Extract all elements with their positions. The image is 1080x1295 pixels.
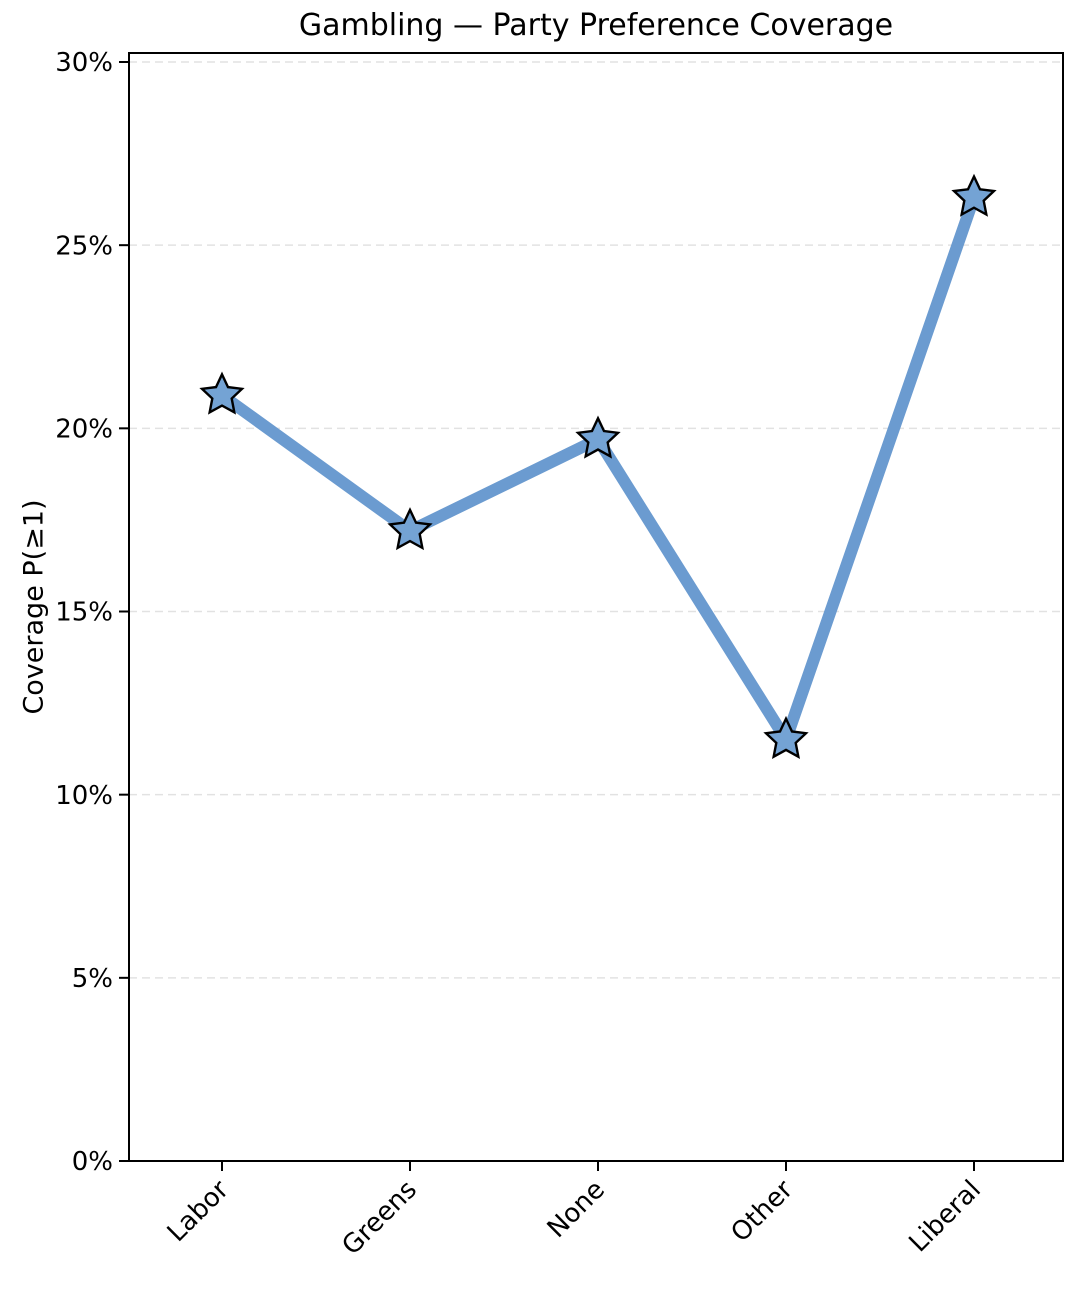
data-line: [216, 191, 980, 746]
data-point-star: [763, 715, 809, 759]
data-point-star: [575, 415, 621, 459]
data-point-star: [951, 173, 997, 217]
data-point-star: [199, 371, 245, 415]
data-point-star: [387, 507, 433, 551]
axes-box: [128, 52, 1064, 1162]
x-tick-label: None: [542, 1175, 611, 1244]
x-tick-label: Labor: [162, 1175, 235, 1248]
y-tick-label: 20%: [55, 414, 113, 444]
y-tick-label: 10%: [55, 781, 113, 811]
y-tick-label: 5%: [72, 964, 113, 994]
y-tick-label: 25%: [55, 231, 113, 261]
y-tick-label: 30%: [55, 48, 113, 78]
chart-title: Gambling — Party Preference Coverage: [298, 8, 894, 43]
x-tick-label: Other: [726, 1175, 800, 1249]
y-tick-label: 0%: [72, 1147, 113, 1177]
x-tick-label: Greens: [336, 1175, 422, 1261]
x-tick-label: Liberal: [903, 1175, 986, 1258]
y-tick-label: 15%: [55, 598, 113, 628]
